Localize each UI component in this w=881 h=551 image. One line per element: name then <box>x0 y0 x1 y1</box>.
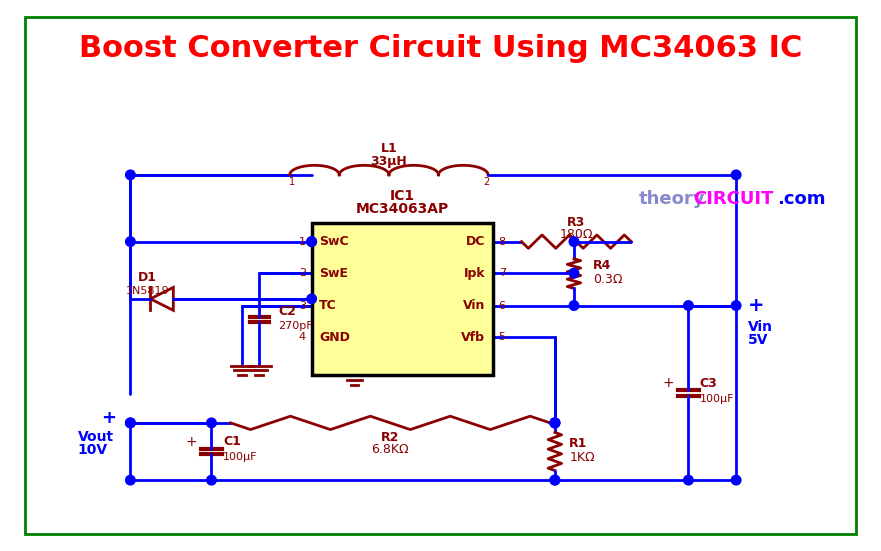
Circle shape <box>569 268 579 278</box>
Text: Ipk: Ipk <box>463 267 485 279</box>
Text: theory: theory <box>639 190 706 208</box>
Text: Vin: Vin <box>463 299 485 312</box>
Text: L1: L1 <box>381 142 397 155</box>
Text: 3: 3 <box>299 300 306 311</box>
Text: 0.3Ω: 0.3Ω <box>593 273 623 286</box>
Text: R4: R4 <box>593 260 611 272</box>
Text: 6.8KΩ: 6.8KΩ <box>372 443 409 456</box>
Text: 10V: 10V <box>78 442 108 457</box>
Text: Vout: Vout <box>78 430 114 444</box>
Text: R1: R1 <box>569 437 588 450</box>
Text: 100μF: 100μF <box>700 393 735 403</box>
Text: 180Ω: 180Ω <box>559 228 593 240</box>
Text: R2: R2 <box>381 431 399 444</box>
Text: 5: 5 <box>499 332 506 342</box>
Circle shape <box>307 294 316 304</box>
Text: 2: 2 <box>483 177 489 187</box>
Bar <box>312 223 492 375</box>
Circle shape <box>126 170 135 180</box>
Text: MC34063AP: MC34063AP <box>356 202 449 216</box>
Text: 5V: 5V <box>748 333 768 347</box>
Text: 100μF: 100μF <box>223 452 257 462</box>
Text: 33μH: 33μH <box>371 155 407 168</box>
Circle shape <box>126 418 135 428</box>
Circle shape <box>550 476 559 485</box>
Text: 6: 6 <box>499 300 506 311</box>
Text: D1: D1 <box>138 272 157 284</box>
Text: Vin: Vin <box>748 320 773 333</box>
Text: 1KΩ: 1KΩ <box>569 451 595 464</box>
Text: CIRCUIT: CIRCUIT <box>693 190 774 208</box>
Text: +: + <box>101 409 116 427</box>
Text: Vfb: Vfb <box>462 331 485 343</box>
Text: 8: 8 <box>499 236 506 247</box>
Circle shape <box>126 418 135 428</box>
Circle shape <box>684 476 693 485</box>
Circle shape <box>731 476 741 485</box>
Circle shape <box>126 237 135 246</box>
Text: C3: C3 <box>700 377 718 390</box>
Text: DC: DC <box>466 235 485 248</box>
Circle shape <box>550 418 559 428</box>
Text: +: + <box>186 435 197 449</box>
Circle shape <box>207 418 216 428</box>
Circle shape <box>569 301 579 310</box>
Text: TC: TC <box>319 299 337 312</box>
Text: IC1: IC1 <box>389 189 415 203</box>
Circle shape <box>550 418 559 428</box>
Text: 1: 1 <box>289 177 294 187</box>
Circle shape <box>550 418 559 428</box>
Circle shape <box>207 476 216 485</box>
Text: C2: C2 <box>278 305 296 318</box>
Text: Boost Converter Circuit Using MC34063 IC: Boost Converter Circuit Using MC34063 IC <box>78 35 802 63</box>
Circle shape <box>126 476 135 485</box>
Text: 270pF: 270pF <box>278 321 313 331</box>
Text: GND: GND <box>319 331 350 343</box>
Text: SwE: SwE <box>319 267 348 279</box>
Text: .com: .com <box>777 190 825 208</box>
Text: +: + <box>748 296 764 315</box>
Circle shape <box>550 476 559 485</box>
Text: R3: R3 <box>567 216 586 229</box>
Text: 1: 1 <box>299 236 306 247</box>
Circle shape <box>684 301 693 310</box>
Circle shape <box>569 237 579 246</box>
Circle shape <box>550 418 559 428</box>
Text: +: + <box>663 376 674 390</box>
Circle shape <box>731 170 741 180</box>
Circle shape <box>307 237 316 246</box>
Text: 7: 7 <box>499 268 506 278</box>
Text: 2: 2 <box>299 268 306 278</box>
Text: SwC: SwC <box>319 235 349 248</box>
Text: 1N5819: 1N5819 <box>126 286 169 296</box>
Text: 4: 4 <box>299 332 306 342</box>
Circle shape <box>307 237 316 246</box>
Text: C1: C1 <box>223 435 241 449</box>
Circle shape <box>731 301 741 310</box>
